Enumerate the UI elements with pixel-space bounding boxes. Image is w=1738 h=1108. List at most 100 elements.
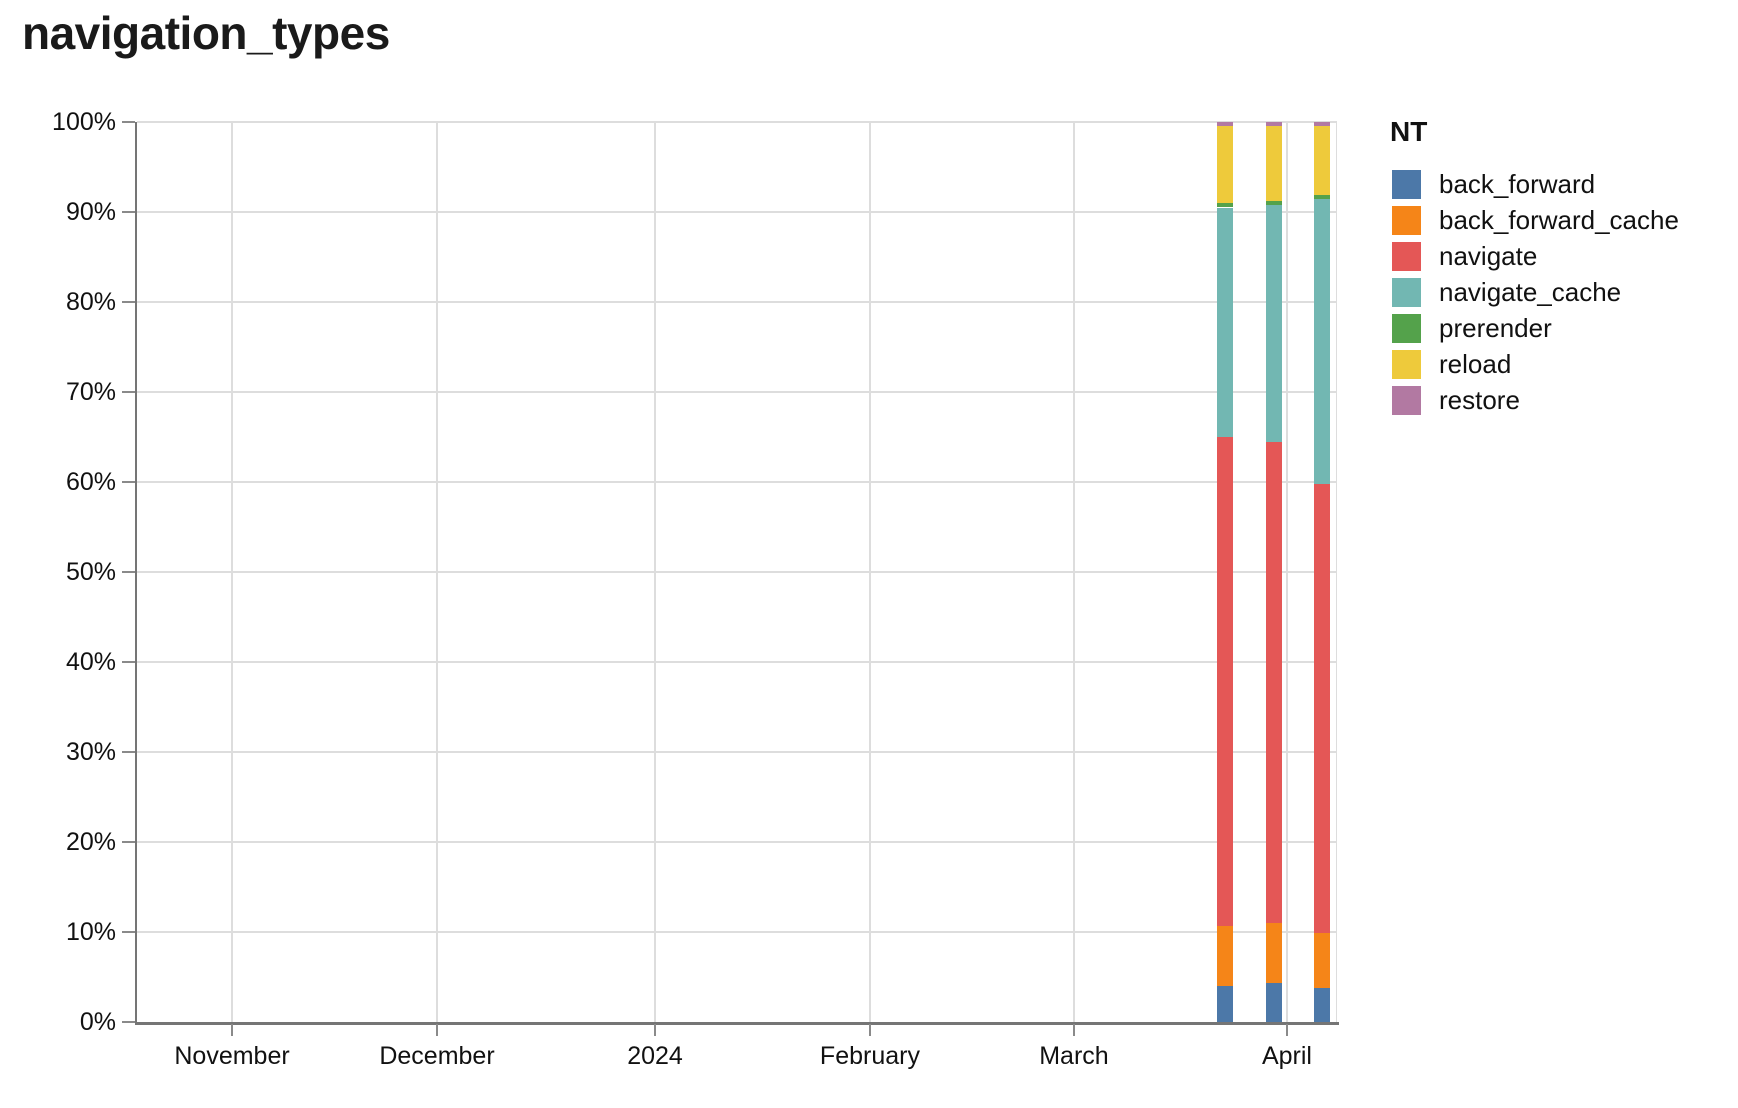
legend-swatch-navigate — [1392, 242, 1421, 271]
legend-item-back_forward: back_forward — [1392, 169, 1679, 199]
x-axis-tick — [868, 1024, 871, 1036]
bar-segment-navigate_cache[interactable] — [1313, 199, 1330, 484]
x-axis-tick-label: February — [819, 1042, 920, 1070]
bar-segment-navigate_cache[interactable] — [1216, 207, 1233, 437]
x-axis-tick — [1285, 1024, 1288, 1036]
legend-swatch-restore — [1392, 386, 1421, 415]
x-gridline — [1286, 122, 1288, 1022]
legend-items: back_forward back_forward_cache navigate na… — [1392, 169, 1679, 422]
legend-swatch-back_forward — [1392, 170, 1421, 199]
y-gridline — [137, 841, 1337, 843]
y-axis-tick-label: 10% — [65, 918, 116, 946]
x-gridline — [231, 122, 233, 1022]
bar-segment-prerender[interactable] — [1216, 203, 1233, 208]
bar-segment-restore[interactable] — [1265, 122, 1282, 126]
y-gridline — [137, 211, 1337, 213]
x-axis-tick-label: March — [1039, 1042, 1109, 1070]
bar-segment-restore[interactable] — [1313, 122, 1330, 126]
x-axis-tick — [654, 1024, 657, 1036]
legend-swatch-back_forward_cache — [1392, 206, 1421, 235]
legend-label-navigate: navigate — [1439, 241, 1538, 271]
legend-item-back_forward_cache: back_forward_cache — [1392, 205, 1679, 235]
bar-segment-reload[interactable] — [1216, 125, 1233, 204]
x-gridline — [869, 122, 871, 1022]
y-gridline — [137, 121, 1337, 123]
y-axis-tick — [122, 301, 135, 303]
y-axis-tick — [122, 481, 135, 483]
x-axis-tick — [436, 1024, 438, 1036]
y-axis-tick — [122, 841, 135, 843]
y-axis-tick — [122, 751, 135, 753]
bar-segment-navigate[interactable] — [1313, 483, 1330, 933]
y-gridline — [137, 571, 1337, 573]
y-axis-tick-label: 80% — [65, 288, 116, 316]
y-axis-tick-label: 50% — [65, 558, 116, 586]
legend-swatch-reload — [1392, 350, 1421, 379]
y-gridline — [137, 391, 1337, 393]
bar-segment-back_forward_cache[interactable] — [1265, 923, 1282, 984]
y-axis-tick — [122, 1021, 135, 1023]
bar-1 — [1216, 122, 1233, 1022]
legend-swatch-navigate_cache — [1392, 278, 1421, 307]
legend-label-navigate_cache: navigate_cache — [1439, 277, 1622, 307]
y-gridline — [137, 931, 1337, 933]
y-axis-domain-line — [135, 122, 137, 1024]
bar-segment-back_forward_cache[interactable] — [1313, 932, 1330, 988]
bar-segment-prerender[interactable] — [1265, 200, 1282, 205]
bar-3 — [1313, 122, 1330, 1022]
chart-title: navigation_types — [22, 7, 390, 59]
bar-segment-back_forward_cache[interactable] — [1216, 925, 1233, 986]
bar-segment-navigate[interactable] — [1216, 437, 1233, 926]
x-gridline — [654, 122, 656, 1022]
legend-item-restore: restore — [1392, 385, 1679, 415]
legend-item-navigate: navigate — [1392, 241, 1679, 271]
x-gridline — [436, 122, 438, 1022]
bar-segment-reload[interactable] — [1313, 125, 1330, 196]
x-axis-tick-label: November — [174, 1042, 290, 1070]
x-axis-tick-label: 2024 — [627, 1042, 683, 1070]
y-axis-tick — [122, 661, 135, 663]
bar-segment-navigate[interactable] — [1265, 442, 1282, 923]
y-axis-tick-label: 90% — [65, 198, 116, 226]
bar-segment-prerender[interactable] — [1313, 195, 1330, 200]
y-axis-tick — [122, 931, 135, 933]
bar-segment-restore[interactable] — [1216, 122, 1233, 126]
legend-label-restore: restore — [1439, 385, 1520, 415]
legend-item-navigate_cache: navigate_cache — [1392, 277, 1679, 307]
x-axis-tick — [231, 1024, 234, 1036]
plot-area — [137, 121, 1337, 1022]
y-axis-tick-label: 100% — [52, 108, 116, 136]
bar-segment-reload[interactable] — [1265, 125, 1282, 201]
y-axis-tick — [122, 121, 135, 123]
y-axis-tick-label: 70% — [65, 378, 116, 406]
y-axis-tick-label: 20% — [65, 828, 116, 856]
legend-label-back_forward_cache: back_forward_cache — [1439, 205, 1679, 235]
x-axis-tick-label: April — [1261, 1042, 1312, 1070]
legend-label-prerender: prerender — [1439, 313, 1552, 343]
y-axis-tick-label: 30% — [65, 738, 116, 766]
x-gridline — [1073, 122, 1075, 1022]
y-axis-tick — [122, 391, 135, 393]
y-axis-tick-label: 60% — [65, 468, 116, 496]
x-axis-tick — [1072, 1024, 1075, 1036]
bar-segment-back_forward[interactable] — [1265, 983, 1282, 1022]
y-axis-tick — [122, 571, 135, 573]
y-gridline — [137, 751, 1337, 753]
bar-segment-navigate_cache[interactable] — [1265, 204, 1282, 443]
legend-item-reload: reload — [1392, 349, 1679, 379]
bar-segment-back_forward[interactable] — [1313, 987, 1330, 1022]
bar-segment-back_forward[interactable] — [1216, 986, 1233, 1022]
legend-label-back_forward: back_forward — [1439, 169, 1596, 199]
y-gridline — [137, 301, 1337, 303]
y-axis-tick — [122, 211, 135, 213]
legend-item-prerender: prerender — [1392, 313, 1679, 343]
legend-swatch-prerender — [1392, 314, 1421, 343]
y-axis-tick-label: 40% — [65, 648, 116, 676]
y-gridline — [137, 661, 1337, 663]
legend-label-reload: reload — [1439, 349, 1512, 379]
y-axis-tick-label: 0% — [79, 1008, 116, 1036]
bar-2 — [1265, 122, 1282, 1022]
legend-title: NT — [1390, 116, 1428, 147]
